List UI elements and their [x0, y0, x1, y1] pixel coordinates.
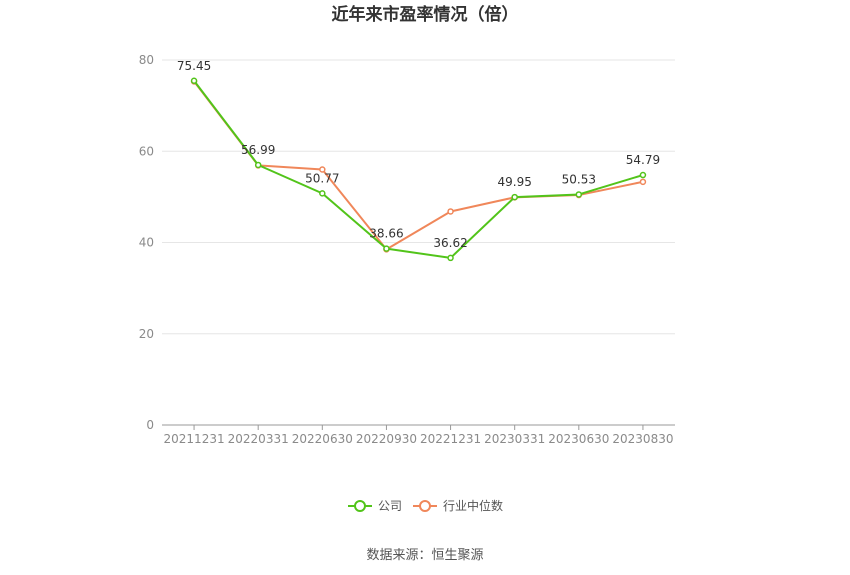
data-point-industry-median[interactable] — [447, 208, 454, 215]
x-tick-label: 20220930 — [356, 432, 417, 446]
x-tick-label: 20221231 — [420, 432, 481, 446]
legend-label: 公司 — [378, 499, 402, 513]
data-label: 36.62 — [433, 236, 467, 250]
data-labels: 75.45 56.99 50.77 38.66 36.62 49.95 50.53 54.79 — [177, 59, 660, 250]
legend-item-industry-median[interactable]: 行业中位数 — [413, 498, 503, 513]
y-tick-label: 20 — [139, 327, 154, 341]
data-label: 38.66 — [369, 227, 403, 241]
data-point-company[interactable] — [254, 161, 262, 169]
x-tick-label: 20230830 — [612, 432, 673, 446]
legend-marker-icon — [419, 500, 431, 512]
y-tick-label: 80 — [139, 53, 154, 67]
series — [190, 77, 647, 262]
x-tick-label: 20220331 — [228, 432, 289, 446]
chart-title: 近年来市盈率情况（倍） — [332, 4, 519, 25]
data-point-company[interactable] — [511, 193, 518, 201]
data-point-company[interactable] — [319, 190, 326, 197]
y-tick-label: 60 — [139, 144, 154, 158]
data-point-company[interactable] — [639, 171, 647, 179]
legend-label: 行业中位数 — [443, 498, 503, 513]
data-point-industry-median[interactable] — [639, 178, 647, 186]
x-tick-label: 20230630 — [548, 432, 609, 446]
data-source-note: 数据来源：恒生聚源 — [366, 548, 483, 563]
x-tick-label: 20220630 — [292, 432, 353, 446]
data-label: 56.99 — [241, 143, 275, 157]
x-tick-label: 20211231 — [164, 432, 225, 446]
x-tick-label: 20230331 — [484, 432, 545, 446]
data-label: 49.95 — [498, 175, 532, 189]
data-label: 50.77 — [305, 171, 339, 185]
data-point-company[interactable] — [447, 254, 454, 262]
data-label: 54.79 — [626, 153, 660, 167]
legend-item-company[interactable]: 公司 — [348, 499, 402, 513]
y-tick-label: 0 — [146, 418, 154, 432]
data-point-company[interactable] — [190, 77, 198, 85]
legend-marker-icon — [354, 500, 366, 512]
series-line-company — [193, 80, 644, 259]
data-label: 75.45 — [177, 59, 211, 73]
y-tick-label: 40 — [139, 236, 154, 250]
legend[interactable]: 公司 行业中位数 — [348, 498, 503, 513]
data-point-company[interactable] — [575, 191, 583, 198]
axes: 0 20 40 60 80 20211231 20220331 20220630 2022093… — [139, 53, 675, 446]
grid — [162, 59, 675, 335]
data-label: 50.53 — [562, 172, 596, 186]
data-point-company[interactable] — [383, 245, 390, 252]
data-point-industry-median[interactable] — [319, 166, 326, 173]
